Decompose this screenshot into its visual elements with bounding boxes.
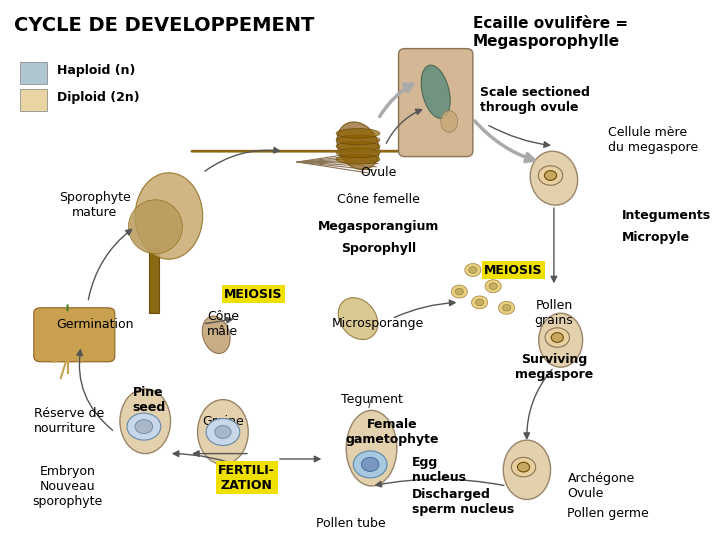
Text: FERTILI-
ZATION: FERTILI- ZATION [218, 464, 275, 492]
Text: Pollen germe: Pollen germe [567, 507, 649, 519]
Text: Diploid (2n): Diploid (2n) [58, 91, 140, 104]
Text: Micropyle: Micropyle [621, 231, 690, 244]
Text: Embryon
Nouveau
sporophyte: Embryon Nouveau sporophyte [32, 464, 103, 508]
Circle shape [498, 301, 515, 314]
Text: Pine
seed: Pine seed [132, 386, 165, 414]
Circle shape [354, 451, 387, 478]
Text: Integuments: Integuments [621, 210, 711, 222]
Text: Microsporange: Microsporange [332, 318, 424, 330]
Text: Graine: Graine [202, 415, 244, 428]
Text: MEIOSIS: MEIOSIS [224, 288, 282, 301]
Ellipse shape [337, 122, 379, 170]
Text: Scale sectioned
through ovule: Scale sectioned through ovule [480, 86, 590, 114]
Text: Ovule: Ovule [360, 166, 397, 179]
Circle shape [464, 264, 481, 276]
Ellipse shape [336, 148, 380, 158]
Circle shape [215, 426, 231, 438]
Circle shape [476, 299, 484, 306]
Circle shape [451, 285, 467, 298]
Circle shape [518, 462, 530, 472]
Ellipse shape [120, 389, 171, 454]
FancyBboxPatch shape [399, 49, 473, 157]
FancyBboxPatch shape [20, 89, 48, 111]
Ellipse shape [530, 151, 577, 205]
Text: Surviving
megaspore: Surviving megaspore [515, 353, 593, 381]
FancyBboxPatch shape [20, 62, 48, 84]
Circle shape [361, 457, 379, 471]
Text: Sporophyte
mature: Sporophyte mature [59, 191, 130, 219]
Circle shape [503, 305, 510, 311]
Circle shape [485, 280, 501, 293]
Text: Haploid (n): Haploid (n) [58, 64, 136, 77]
Circle shape [469, 267, 477, 273]
Circle shape [544, 171, 557, 180]
Text: CYCLE DE DEVELOPPEMENT: CYCLE DE DEVELOPPEMENT [14, 16, 314, 35]
Text: Sporophyll: Sporophyll [341, 242, 416, 255]
Ellipse shape [346, 410, 397, 486]
Ellipse shape [135, 173, 202, 259]
Text: Pollen tube: Pollen tube [317, 517, 386, 530]
Ellipse shape [338, 298, 378, 340]
Text: Egg
nucleus: Egg nucleus [412, 456, 466, 484]
Ellipse shape [336, 129, 380, 138]
Circle shape [511, 457, 536, 477]
Ellipse shape [128, 200, 182, 254]
Ellipse shape [441, 111, 458, 132]
Circle shape [135, 420, 153, 434]
Text: MEIOSIS: MEIOSIS [484, 264, 543, 276]
Ellipse shape [539, 313, 582, 367]
Ellipse shape [421, 65, 450, 118]
Text: Archégone
Ovule: Archégone Ovule [567, 472, 635, 500]
Text: Discharged
sperm nucleus: Discharged sperm nucleus [412, 488, 514, 516]
Circle shape [489, 283, 498, 289]
Text: Cône femelle: Cône femelle [337, 193, 420, 206]
Text: Tegument: Tegument [341, 393, 402, 406]
Text: Pollen
grains: Pollen grains [534, 299, 573, 327]
Ellipse shape [503, 440, 551, 500]
Circle shape [127, 413, 161, 440]
Text: Germination: Germination [56, 318, 133, 330]
Text: Réserve de
nourriture: Réserve de nourriture [34, 407, 104, 435]
Text: Cellule mère
du megaspore: Cellule mère du megaspore [608, 126, 698, 154]
Text: Cône
mâle: Cône mâle [207, 310, 239, 338]
FancyBboxPatch shape [34, 308, 114, 362]
FancyBboxPatch shape [148, 248, 158, 313]
Text: Female
gametophyte: Female gametophyte [345, 418, 438, 446]
Circle shape [206, 418, 240, 445]
Circle shape [539, 166, 563, 185]
Ellipse shape [336, 141, 380, 151]
Ellipse shape [336, 154, 380, 164]
Text: Megasporangium: Megasporangium [318, 220, 439, 233]
Circle shape [455, 288, 464, 295]
Circle shape [545, 328, 570, 347]
Circle shape [552, 333, 563, 342]
Ellipse shape [202, 316, 230, 354]
Ellipse shape [336, 135, 380, 145]
Ellipse shape [197, 400, 248, 464]
Text: Ecaille ovulifère =
Megasporophylle: Ecaille ovulifère = Megasporophylle [473, 16, 628, 49]
Circle shape [472, 296, 487, 309]
